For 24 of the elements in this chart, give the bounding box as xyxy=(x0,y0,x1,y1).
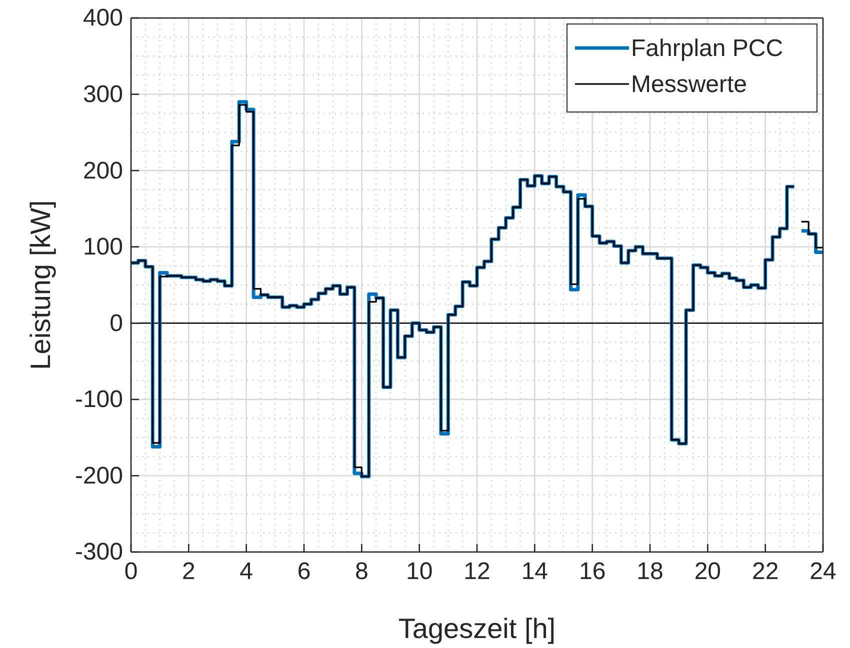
x-tick-label: 22 xyxy=(752,558,779,586)
x-tick-label: 6 xyxy=(297,558,311,586)
x-axis-title: Tageszeit [h] xyxy=(398,613,556,644)
x-tick-label: 18 xyxy=(636,558,664,586)
legend-label: Messwerte xyxy=(631,71,748,98)
y-tick-label: 100 xyxy=(82,234,123,261)
x-tick-label: 12 xyxy=(464,558,490,586)
x-tick-label: 14 xyxy=(521,558,548,586)
y-tick-label: 0 xyxy=(110,310,123,337)
x-tick-label: 10 xyxy=(406,558,433,586)
y-axis-title: Leistung [kW] xyxy=(25,200,56,370)
y-tick-label: 200 xyxy=(82,157,123,184)
x-tick-label: 8 xyxy=(354,558,368,586)
y-tick-label: -200 xyxy=(74,462,123,490)
y-tick-label: -300 xyxy=(74,538,123,566)
x-tick-label: 24 xyxy=(810,558,836,586)
y-tick-label: 300 xyxy=(82,80,123,108)
x-tick-label: 4 xyxy=(240,558,254,586)
x-tick-label: 20 xyxy=(694,558,722,586)
y-tick-label: -100 xyxy=(74,386,123,414)
x-tick-label: 2 xyxy=(182,558,196,586)
y-tick-label: 400 xyxy=(82,4,123,32)
x-tick-label: 16 xyxy=(578,558,606,586)
legend-label: Fahrplan PCC xyxy=(631,35,784,62)
